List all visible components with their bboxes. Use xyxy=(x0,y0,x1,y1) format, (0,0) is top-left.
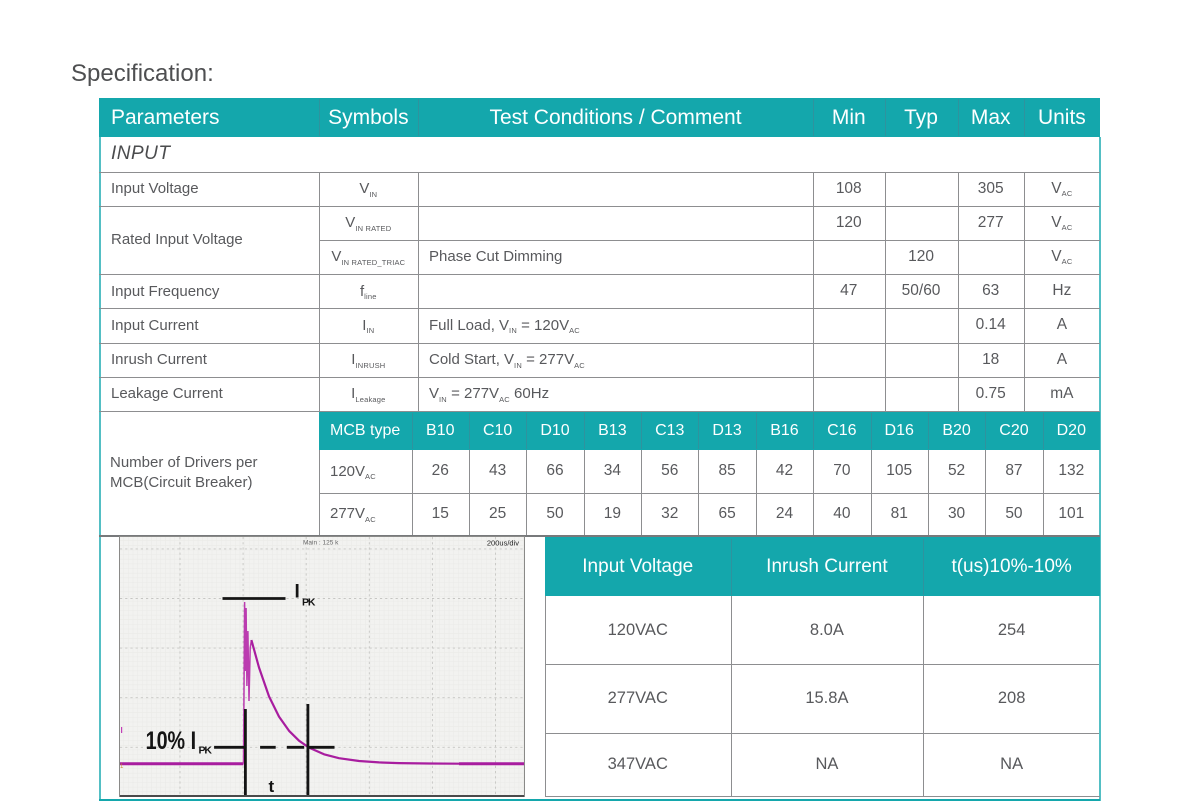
svg-text:200us/div: 200us/div xyxy=(486,539,518,548)
svg-text:PK: PK xyxy=(198,745,212,757)
svg-text:10% I: 10% I xyxy=(145,727,196,755)
svg-text:I: I xyxy=(294,582,299,603)
svg-text:1: 1 xyxy=(120,764,124,770)
svg-text:t: t xyxy=(268,777,274,796)
svg-text:I: I xyxy=(120,726,122,735)
svg-text:PK: PK xyxy=(302,597,316,609)
svg-text:Main : 125 k: Main : 125 k xyxy=(303,540,339,547)
